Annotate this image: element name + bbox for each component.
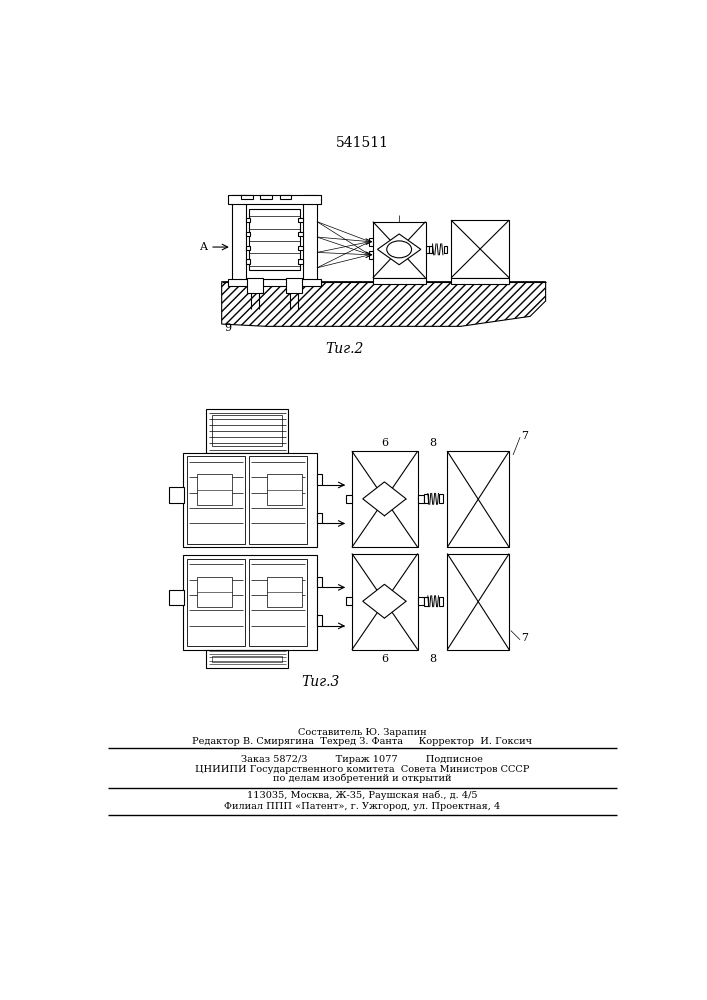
Bar	[206, 650, 288, 668]
Bar	[247, 278, 263, 293]
Bar	[246, 232, 250, 236]
Bar	[317, 615, 322, 626]
Text: Составитель Ю. Зарапин: Составитель Ю. Зарапин	[298, 728, 426, 737]
Bar	[352, 554, 418, 650]
Bar	[418, 597, 424, 605]
Text: Τиг.3: Τиг.3	[302, 675, 340, 689]
Text: 541511: 541511	[335, 136, 388, 150]
Bar	[169, 487, 185, 503]
Bar	[298, 246, 303, 250]
Text: Заказ 5872/3         Тираж 1077         Подписное: Заказ 5872/3 Тираж 1077 Подписное	[241, 755, 483, 764]
Ellipse shape	[387, 241, 411, 258]
Text: ЦНИИПИ Государственного комитета  Совета Министров СССР: ЦНИИПИ Государственного комитета Совета …	[194, 765, 529, 774]
Text: 8: 8	[430, 438, 437, 448]
Bar	[448, 554, 509, 650]
Text: 6: 6	[381, 654, 388, 664]
Bar	[418, 495, 424, 503]
Text: A: A	[199, 242, 207, 252]
Bar	[440, 597, 443, 606]
Bar	[169, 590, 185, 605]
Bar	[183, 453, 317, 547]
Text: 8: 8	[430, 654, 437, 664]
Bar	[197, 474, 232, 505]
Bar	[249, 209, 300, 270]
Bar	[317, 577, 322, 587]
Polygon shape	[378, 234, 421, 265]
Bar	[228, 195, 321, 204]
Bar	[369, 251, 373, 259]
Bar	[197, 577, 232, 607]
Bar	[352, 451, 418, 547]
Text: 9: 9	[224, 323, 231, 333]
Bar	[206, 409, 288, 453]
Bar	[298, 259, 303, 264]
Bar	[241, 195, 252, 199]
Polygon shape	[363, 584, 406, 618]
Bar	[317, 513, 322, 523]
Bar	[187, 456, 245, 544]
Text: 6: 6	[381, 438, 388, 448]
Text: 7: 7	[521, 633, 528, 643]
Bar	[346, 495, 352, 503]
Bar	[228, 279, 321, 286]
Text: Τиг.2: Τиг.2	[325, 342, 363, 356]
Bar	[260, 195, 272, 199]
Polygon shape	[222, 282, 546, 326]
Bar	[444, 246, 448, 253]
Bar	[429, 246, 433, 253]
Bar	[298, 232, 303, 236]
Bar	[249, 456, 307, 544]
Bar	[298, 218, 303, 222]
Bar	[187, 559, 245, 646]
Bar	[346, 597, 352, 605]
Bar	[246, 218, 250, 222]
Bar	[373, 278, 426, 284]
Bar	[451, 220, 509, 278]
Text: Филиал ППП «Патент», г. Ужгород, ул. Проектная, 4: Филиал ППП «Патент», г. Ужгород, ул. Про…	[224, 802, 500, 811]
Bar	[246, 259, 250, 264]
Bar	[424, 597, 428, 606]
Bar	[267, 474, 301, 505]
Bar	[212, 415, 282, 446]
Bar	[232, 195, 246, 282]
Polygon shape	[363, 482, 406, 516]
Bar	[183, 555, 317, 650]
Bar	[451, 278, 509, 284]
Bar	[373, 222, 426, 278]
Bar	[246, 246, 250, 250]
Text: по делам изобретений и открытий: по делам изобретений и открытий	[273, 774, 451, 783]
Bar	[440, 494, 443, 503]
Bar	[249, 559, 307, 646]
Bar	[303, 195, 317, 282]
Bar	[424, 494, 428, 503]
Text: 113035, Москва, Ж-35, Раушская наб., д. 4/5: 113035, Москва, Ж-35, Раушская наб., д. …	[247, 791, 477, 800]
Text: Редактор В. Смирягина  Техред З. Фанта     Корректор  И. Гоксич: Редактор В. Смирягина Техред З. Фанта Ко…	[192, 737, 532, 746]
Bar	[267, 577, 301, 607]
Bar	[426, 246, 429, 253]
Bar	[280, 195, 291, 199]
Bar	[369, 238, 373, 246]
Text: 7: 7	[521, 431, 528, 441]
Bar	[448, 451, 509, 547]
Bar	[212, 656, 282, 662]
Bar	[317, 474, 322, 485]
Bar	[286, 278, 301, 293]
